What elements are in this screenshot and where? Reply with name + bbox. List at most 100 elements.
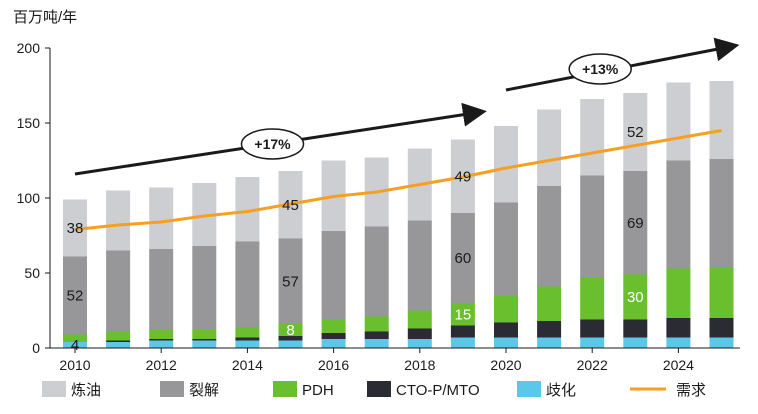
bar-segment	[106, 250, 131, 332]
bar-segment	[278, 340, 303, 348]
legend-label: 裂解	[189, 382, 219, 399]
segment-value-label: 38	[67, 220, 84, 237]
y-tick-label: 200	[17, 40, 41, 56]
bar-segment	[623, 319, 648, 338]
bar-segment	[494, 295, 518, 323]
y-tick-label: 150	[17, 115, 41, 131]
bar-segment	[192, 339, 217, 341]
bar-segment	[666, 82, 691, 161]
bar-segment	[235, 340, 260, 348]
bar-segment	[494, 337, 518, 348]
y-tick-label: 0	[32, 340, 40, 356]
growth-rate-label: +13%	[582, 61, 619, 77]
segment-value-label: 30	[627, 289, 644, 306]
y-axis-ticks: 0 50 100 150 200	[17, 40, 50, 356]
bar-segment	[106, 342, 131, 348]
bar-segment	[235, 327, 260, 338]
bar-segment	[666, 268, 691, 318]
bar-segment	[235, 337, 260, 341]
bar-segment	[450, 303, 475, 326]
bar-segment	[537, 337, 562, 348]
x-tick-label: 2016	[318, 357, 349, 373]
bar-segment	[149, 339, 174, 341]
y-tick-label: 100	[17, 190, 41, 206]
x-tick-label: 2024	[663, 357, 694, 373]
bar-segment	[623, 274, 648, 320]
bar-segment	[106, 340, 131, 342]
bar-segment	[709, 318, 734, 338]
bar-segment	[192, 340, 217, 348]
bar-segment	[321, 333, 346, 339]
bar-segment	[192, 246, 217, 330]
bar-segment	[450, 325, 475, 338]
segment-value-label: 52	[67, 288, 84, 305]
x-tick-label: 2010	[59, 357, 90, 373]
demand-line-group	[74, 129, 722, 231]
segment-value-label: 57	[282, 273, 299, 290]
bar-segment	[537, 286, 562, 321]
bar-segment	[537, 186, 562, 287]
bar-segment	[623, 171, 648, 275]
bar-segment	[709, 337, 734, 348]
segment-value-label: 8	[286, 322, 294, 339]
legend-swatch	[160, 381, 184, 397]
bar-segment	[494, 322, 518, 338]
bar-segment	[666, 337, 691, 348]
bar-segment	[321, 339, 346, 348]
bar-segment	[407, 220, 432, 311]
x-tick-label: 2022	[577, 357, 608, 373]
segment-value-label: 45	[282, 197, 299, 214]
bar-segment	[149, 187, 174, 249]
bar-segment	[709, 267, 734, 318]
bar-segment	[278, 336, 303, 341]
bar-segment	[278, 324, 303, 336]
legend-label: 需求	[676, 382, 706, 399]
bar-segment	[63, 342, 87, 348]
segment-value-label: 60	[455, 250, 472, 267]
bar-segment	[666, 160, 691, 269]
demand-line	[74, 129, 722, 231]
legend-swatch	[517, 381, 541, 397]
growth-ellipse	[568, 53, 632, 85]
bar-segment	[709, 159, 734, 267]
bar-segment	[580, 277, 605, 320]
bar-segment	[580, 175, 605, 278]
x-tick-label: 2012	[146, 357, 177, 373]
growth-ellipse	[240, 128, 305, 160]
bar-segment	[580, 319, 605, 338]
x-axis-ticks: 2010 2012 2014 2016 2018 2020 2022 2024	[59, 348, 694, 373]
legend-swatch	[42, 381, 66, 397]
growth-rate-label: +17%	[254, 136, 291, 152]
bar-segment	[450, 213, 475, 303]
bar-segment	[149, 340, 174, 348]
bar-segment	[623, 93, 648, 171]
legend-label: CTO-P/MTO	[396, 382, 480, 399]
legend: 炼油 裂解 PDH CTO-P/MTO 歧化 需求	[42, 381, 706, 399]
bar-segment	[450, 337, 475, 348]
x-tick-label: 2014	[232, 357, 263, 373]
bar-segment	[407, 310, 432, 329]
bar-segment	[364, 331, 389, 339]
bar-segment	[666, 318, 691, 338]
bar-segment	[407, 339, 432, 348]
bar-segment	[321, 231, 346, 320]
bar-segment	[235, 241, 260, 327]
bar-segment	[192, 330, 217, 339]
bar-segment	[106, 331, 131, 341]
legend-label: 炼油	[71, 382, 101, 399]
bar-segment	[709, 81, 734, 159]
bar-segment	[623, 337, 648, 348]
bar-segment	[278, 238, 303, 324]
growth-annotations: +17% +13%	[74, 37, 740, 176]
segment-value-label: 15	[455, 306, 472, 323]
segment-value-label: 52	[627, 124, 644, 141]
x-tick-label: 2020	[490, 357, 521, 373]
bar-segment	[149, 249, 174, 330]
bar-segment	[364, 316, 389, 332]
segment-value-label: 49	[455, 168, 472, 185]
bar-segment	[580, 99, 605, 176]
y-axis-unit-label: 百万吨/年	[13, 9, 77, 26]
legend-label: 歧化	[546, 382, 576, 399]
bar-segment	[537, 321, 562, 338]
